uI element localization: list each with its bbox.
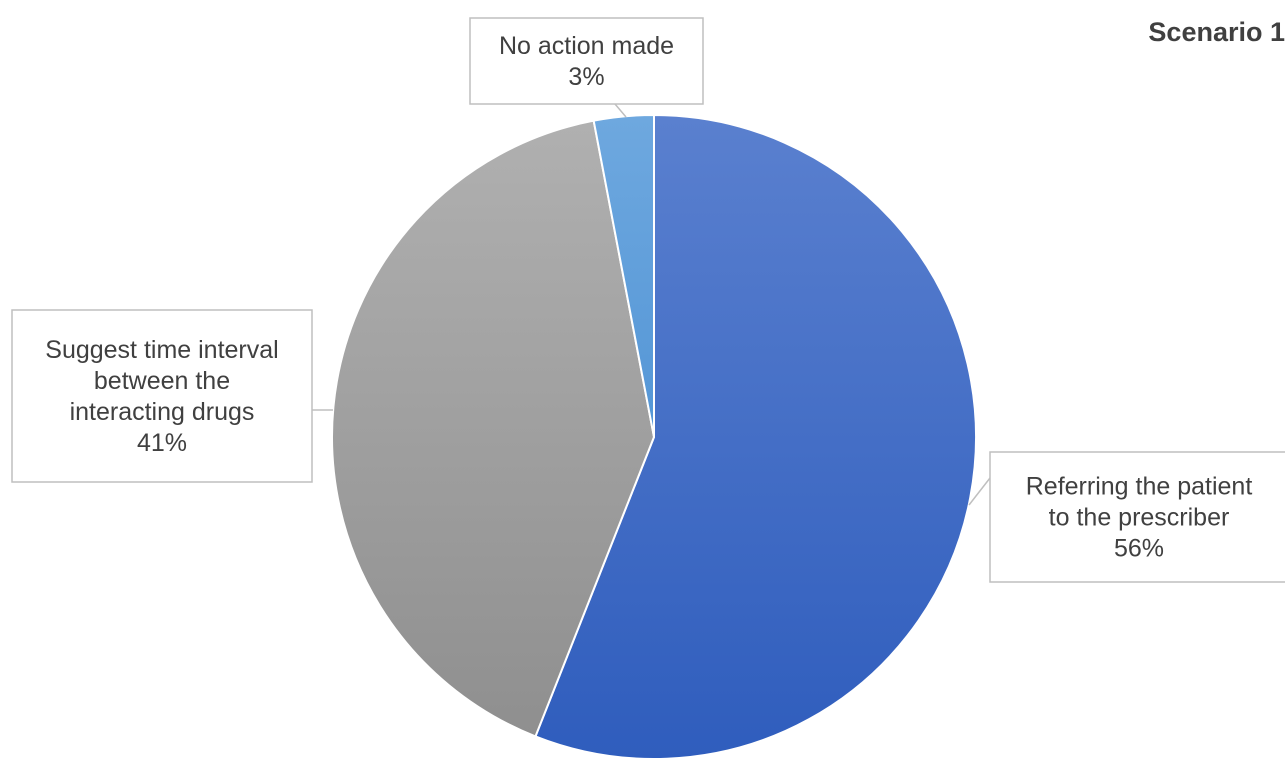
data-label-box [11,309,313,483]
data-label-value: 3% [568,63,604,91]
pie-slice [592,113,655,438]
data-label-category: to the prescriber [1049,504,1230,532]
data-label-value: 56% [1114,535,1164,563]
data-label: Referring the patient to the prescriber 56… [989,451,1285,583]
data-label-category: between the [94,367,230,395]
data-label-category: Suggest time interval [45,336,278,364]
leader-lines [312,103,991,506]
data-label-value: 41% [137,429,187,457]
data-label-category: Referring the patient [1026,473,1253,501]
data-label-callouts: Referring the patient to the prescriber 56… [11,17,1285,583]
pie-slices [331,113,977,760]
pie-slice [534,113,977,760]
data-label-category: interacting drugs [70,398,255,426]
data-label-category: No action made [499,32,674,60]
chart-title: Scenario 1 [1148,17,1285,47]
data-label-box [989,451,1285,583]
leader-line [968,477,991,506]
data-label: No action made 3% [469,17,704,105]
data-label-box [469,17,704,105]
pie-slice [331,119,656,738]
data-label: Suggest time interval between the interact… [11,309,313,483]
leader-line [614,103,627,118]
